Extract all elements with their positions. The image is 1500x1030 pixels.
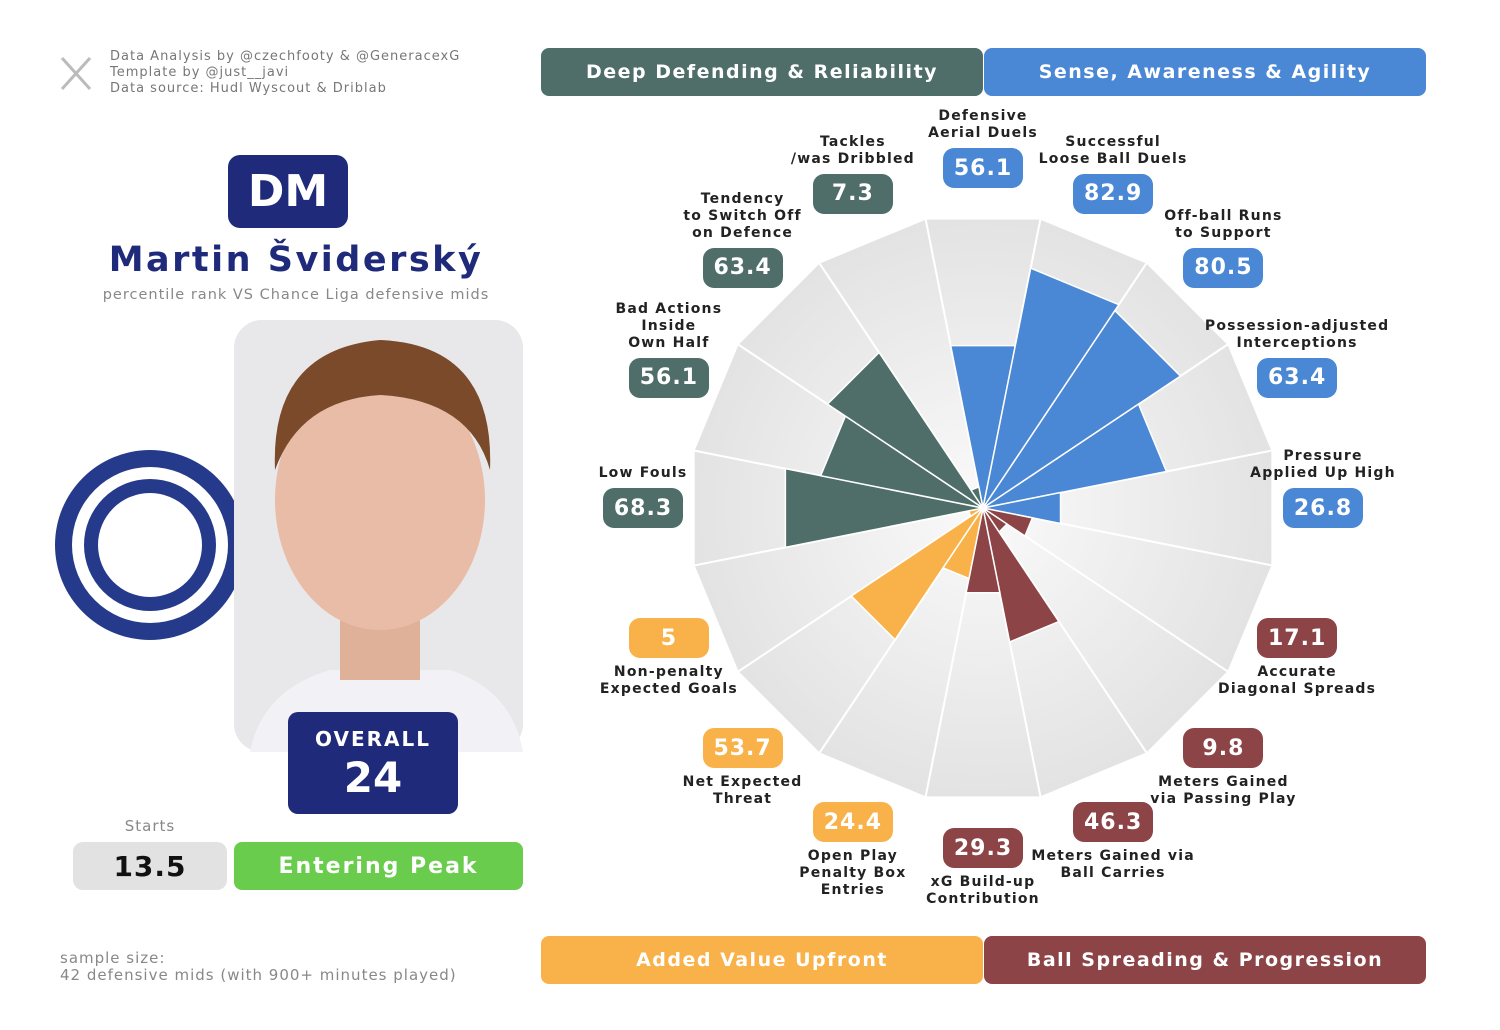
group-header: Ball Spreading & Progression — [984, 936, 1426, 984]
metric-label: Open Play Penalty Box Entries — [799, 848, 907, 899]
metric-label: Low Fouls — [598, 465, 688, 481]
group-header: Sense, Awareness & Agility — [984, 48, 1426, 96]
group-header: Added Value Upfront — [541, 936, 983, 984]
credit: Data source: Hudl Wyscout & Driblab — [110, 81, 387, 96]
metric-label: Net Expected Threat — [682, 774, 803, 808]
starts-value: 13.5 — [73, 842, 227, 890]
value-label: 24.4 — [812, 802, 893, 843]
starts-label: Starts — [124, 817, 176, 835]
overall-label: OVERALL — [315, 727, 431, 751]
overall-value: 24 — [343, 753, 403, 802]
metric-label: Bad Actions Inside Own Half — [615, 300, 723, 351]
x-logo — [60, 56, 92, 91]
credit: Template by @just__javi — [110, 65, 290, 80]
value-label: 63.4 — [1257, 357, 1338, 398]
metric-label: xG Build-up Contribution — [926, 874, 1040, 907]
photo-card — [234, 320, 523, 752]
club-crest — [55, 450, 245, 640]
value-label: 5 — [628, 618, 709, 659]
metric-label: Successful Loose Ball Duels — [1038, 133, 1188, 167]
value-label: 53.7 — [702, 728, 783, 769]
metric-label: Tendency to Switch Off on Defence — [683, 190, 802, 241]
wedge — [850, 507, 984, 641]
sample-size: sample size: — [60, 949, 166, 967]
value-label: 68.3 — [603, 488, 683, 528]
value-label: 46.3 — [1073, 802, 1154, 843]
value-label: 56.1 — [628, 357, 709, 398]
metric-label: Tackles /was Dribbled — [790, 133, 915, 167]
metric-label: Possession-adjusted Interceptions — [1204, 317, 1390, 351]
subtitle: percentile rank VS Chance Liga defensive… — [102, 287, 490, 303]
metric-label: Meters Gained via Ball Carries — [1031, 848, 1195, 882]
metric-label: Meters Gained via Passing Play — [1150, 774, 1297, 808]
value-label: 26.8 — [1283, 488, 1363, 528]
value-label: 7.3 — [812, 173, 893, 214]
metric-label: Accurate Diagonal Spreads — [1218, 664, 1377, 698]
metric-label: Pressure Applied Up High — [1250, 448, 1396, 481]
overall-box — [288, 712, 458, 814]
status: Entering Peak — [234, 842, 523, 890]
metric-label: Defensive Aerial Duels — [928, 108, 1038, 141]
value-label: 17.1 — [1257, 618, 1338, 659]
value-label: 82.9 — [1073, 173, 1154, 214]
value-label: 63.4 — [702, 247, 783, 288]
credit: Data Analysis by @czechfooty & @Generace… — [110, 49, 461, 64]
value-label: 80.5 — [1183, 247, 1264, 288]
position-badge: DM — [228, 155, 348, 228]
value-label: 29.3 — [943, 828, 1023, 868]
player-name: Martin Šviderský — [108, 240, 484, 280]
value-label: 9.8 — [1183, 728, 1264, 769]
wedge — [969, 485, 984, 509]
metric-label: Non-penalty Expected Goals — [599, 664, 738, 698]
value-label: 56.1 — [943, 148, 1023, 188]
sample-size: 42 defensive mids (with 900+ minutes pla… — [60, 966, 457, 984]
metric-label: Off-ball Runs to Support — [1164, 207, 1283, 241]
wedge — [982, 402, 1168, 509]
wedge — [826, 351, 984, 509]
group-header: Deep Defending & Reliability — [541, 48, 983, 96]
